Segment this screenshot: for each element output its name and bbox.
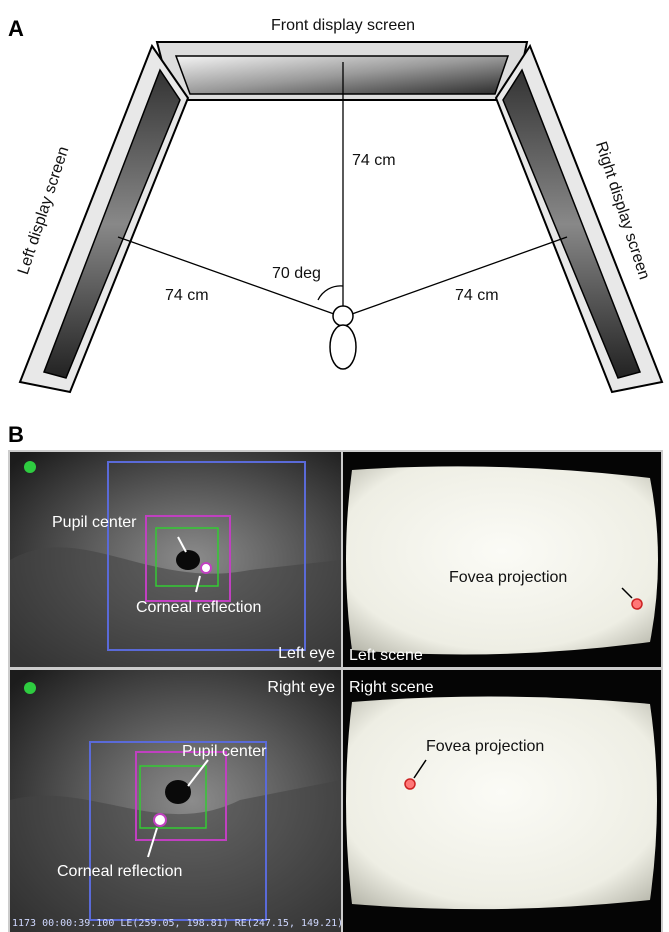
right-screen xyxy=(496,46,662,392)
figure: A Front display screen Left display scre… xyxy=(0,0,669,932)
distance-label: 74 cm xyxy=(455,287,499,304)
distance-label: 74 cm xyxy=(165,287,209,304)
pupil-label: Pupil center xyxy=(52,514,137,531)
front-screen-label: Front display screen xyxy=(271,17,415,34)
distance-label: 74 cm xyxy=(352,152,396,169)
head xyxy=(333,306,353,326)
eye-title: Right eye xyxy=(267,679,335,696)
pupil-label: Pupil center xyxy=(182,743,267,760)
fovea-label: Fovea projection xyxy=(449,569,567,586)
panel-label: B xyxy=(8,422,24,447)
panel-label: A xyxy=(8,16,24,41)
angle-label: 70 deg xyxy=(272,265,321,282)
reflection-label: Corneal reflection xyxy=(57,863,182,880)
body xyxy=(330,325,356,369)
scene-title: Left scene xyxy=(349,647,423,664)
reflection-label: Corneal reflection xyxy=(136,599,261,616)
status-line: 1173 00:00:39.100 LE(259.05, 198.81) RE(… xyxy=(12,918,343,929)
front-screen xyxy=(157,42,527,100)
fovea-label: Fovea projection xyxy=(426,738,544,755)
eye-title: Left eye xyxy=(278,645,335,662)
left-screen-label: Left display screen xyxy=(15,145,72,277)
scene-title: Right scene xyxy=(349,679,434,696)
